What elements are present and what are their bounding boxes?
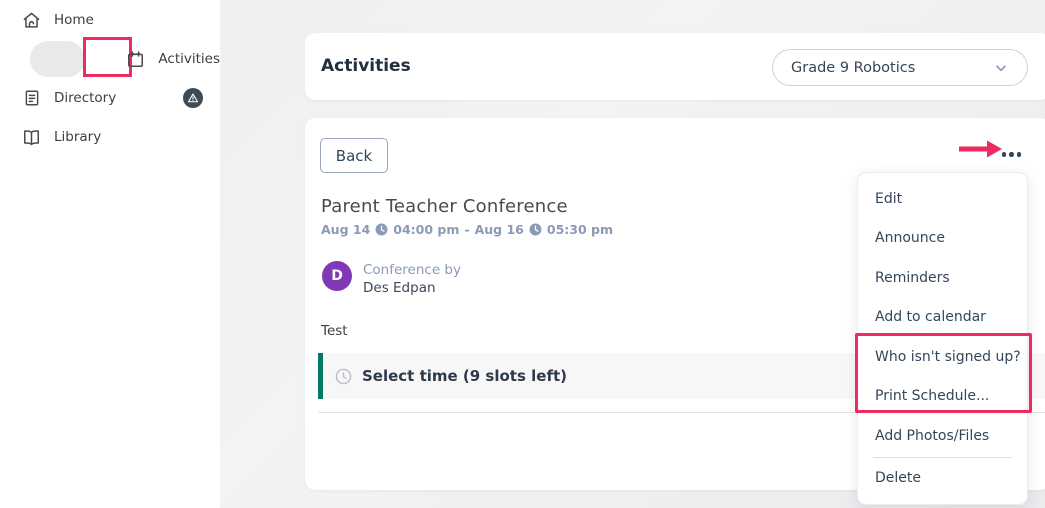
clock-icon (529, 223, 542, 236)
class-selector-dropdown[interactable]: Grade 9 Robotics (772, 49, 1028, 86)
menu-item-who-isnt-signed-up[interactable]: Who isn't signed up? (875, 348, 1021, 365)
sidebar-item-label: Directory (54, 90, 117, 106)
sidebar-item-activities[interactable]: Activities (0, 37, 220, 77)
sidebar-item-label: Activities (158, 51, 220, 67)
more-options-menu: Edit Announce Reminders Add to calendar … (855, 172, 1032, 505)
menu-item-add-to-calendar[interactable]: Add to calendar (875, 309, 986, 326)
menu-item-delete[interactable]: Delete (875, 470, 921, 487)
organizer-block: D Conference by Des Edpan (322, 261, 461, 297)
annotation-highlight-activities (82, 37, 133, 77)
start-date: Aug 14 (321, 222, 371, 237)
document-icon (22, 89, 41, 108)
sidebar-item-directory[interactable]: Directory (0, 80, 220, 116)
active-item-pill (30, 41, 85, 77)
book-icon (22, 128, 41, 147)
more-options-button[interactable] (998, 148, 1026, 161)
sidebar-item-library[interactable]: Library (0, 119, 220, 155)
sidebar-item-home[interactable]: Home (0, 2, 220, 38)
ellipsis-icon (1001, 152, 1006, 157)
event-datetime: Aug 14 04:00 pm - Aug 16 05:30 pm (321, 222, 613, 237)
range-separator: - (464, 222, 470, 237)
end-time: 05:30 pm (546, 222, 614, 237)
select-time-label: Select time (9 slots left) (362, 367, 567, 385)
menu-item-reminders[interactable]: Reminders (875, 269, 950, 286)
activities-header-card: Activities Grade 9 Robotics (305, 33, 1045, 100)
event-description: Test (321, 323, 348, 339)
end-date: Aug 16 (474, 222, 524, 237)
menu-item-print-schedule[interactable]: Print Schedule... (875, 388, 990, 405)
class-selector-value: Grade 9 Robotics (791, 59, 916, 76)
sidebar-item-label: Library (54, 129, 102, 145)
ellipsis-icon (1009, 152, 1014, 157)
menu-divider (873, 456, 1012, 458)
event-title: Parent Teacher Conference (321, 196, 568, 217)
divider (318, 412, 1045, 413)
warning-badge-icon (183, 88, 203, 108)
menu-item-add-photos-files[interactable]: Add Photos/Files (875, 427, 990, 444)
menu-item-announce[interactable]: Announce (875, 230, 945, 247)
organizer-role: Conference by (363, 262, 461, 278)
menu-item-edit[interactable]: Edit (875, 190, 903, 207)
home-icon (22, 11, 41, 30)
back-button[interactable]: Back (320, 138, 388, 173)
organizer-name: Des Edpan (363, 280, 436, 297)
annotation-arrow (958, 140, 1003, 158)
sidebar-item-label: Home (54, 12, 94, 28)
start-time: 04:00 pm (393, 222, 460, 237)
clock-icon (375, 223, 388, 236)
sidebar: Home Activities Directory Library (0, 0, 220, 508)
chevron-down-icon (993, 60, 1009, 76)
organizer-avatar: D (322, 261, 352, 291)
ellipsis-icon (1016, 152, 1021, 157)
calendar-icon (126, 50, 145, 69)
page-title: Activities (321, 56, 411, 76)
clock-outline-icon (335, 368, 352, 385)
